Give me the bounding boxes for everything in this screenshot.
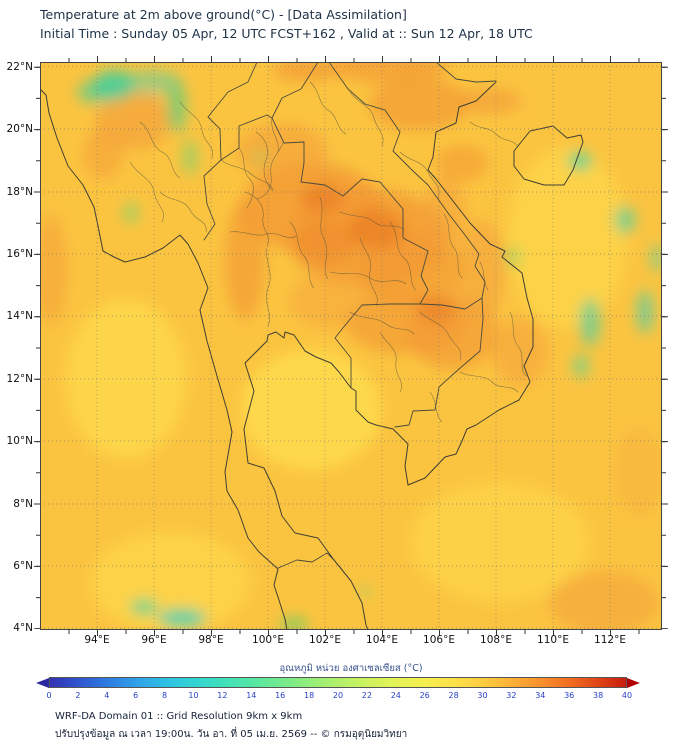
lat-tick-label: 18°N: [6, 186, 33, 198]
colorbar-tick: 12: [217, 691, 228, 700]
colorbar-tick: 36: [564, 691, 575, 700]
map-plot-area: [34, 56, 668, 636]
lat-tick-label: 12°N: [6, 373, 33, 385]
footer-update-info: ปรับปรุงข้อมูล ณ เวลา 19:00น. วัน อา. ที…: [55, 729, 408, 740]
latitude-axis: 22°N 20°N 18°N 16°N 14°N 12°N 10°N 8°N 6…: [0, 61, 36, 634]
lat-tick-label: 4°N: [13, 622, 33, 634]
longitude-axis: 94°E 96°E 98°E 100°E 102°E 104°E 106°E 1…: [40, 634, 662, 648]
colorbar-tick: 10: [188, 691, 199, 700]
colorbar-gradient: [49, 677, 627, 688]
colorbar-tick: 38: [593, 691, 604, 700]
map-frame: [40, 62, 662, 630]
lon-tick-label: 110°E: [537, 634, 569, 646]
lon-tick-label: 106°E: [423, 634, 455, 646]
page-title: Temperature at 2m above ground(°C) - [Da…: [40, 7, 407, 22]
colorbar-tick: 8: [162, 691, 168, 700]
geography-borders: [40, 62, 584, 630]
lat-tick-label: 16°N: [6, 248, 33, 260]
page-subtitle: Initial Time : Sunday 05 Apr, 12 UTC FCS…: [40, 26, 533, 41]
lat-tick-label: 8°N: [13, 498, 33, 510]
lon-tick-label: 108°E: [480, 634, 512, 646]
colorbar-tick: 16: [275, 691, 286, 700]
coastline: [40, 81, 584, 630]
colorbar-tick: 22: [361, 691, 372, 700]
lon-tick-label: 96°E: [141, 634, 167, 646]
temperature-map: [34, 56, 668, 636]
colorbar-tick: 34: [535, 691, 546, 700]
colorbar-ticks: 0 2 4 6 8 10 12 14 16 18 20 22 24 26 28 …: [46, 691, 632, 701]
lon-tick-label: 104°E: [366, 634, 398, 646]
colorbar-tick: 18: [304, 691, 315, 700]
colorbar-tick: 2: [75, 691, 81, 700]
colorbar-tick: 20: [332, 691, 344, 700]
lat-tick-label: 20°N: [6, 123, 33, 135]
colorbar-tick: 28: [448, 691, 459, 700]
axis-ticks: [34, 56, 668, 636]
footer-domain-info: WRF-DA Domain 01 :: Grid Resolution 9km …: [55, 711, 303, 722]
colorbar-tick: 26: [419, 691, 430, 700]
graticule-grid: [40, 62, 662, 630]
lat-tick-label: 22°N: [6, 61, 33, 73]
province-borders: [129, 81, 527, 423]
lat-tick-label: 14°N: [6, 310, 33, 322]
lat-tick-label: 6°N: [13, 560, 33, 572]
colorbar: [36, 677, 640, 688]
colorbar-left-arrow: [36, 677, 49, 688]
colorbar-tick: 32: [506, 691, 517, 700]
country-borders: [203, 62, 497, 569]
colorbar-label: อุณหภูมิ หน่วย องศาเซลเซียส (°C): [279, 663, 423, 674]
lon-tick-label: 94°E: [84, 634, 110, 646]
colorbar-right-arrow: [627, 677, 640, 688]
hainan-island: [513, 125, 584, 186]
temperature-field: [40, 62, 662, 630]
lon-tick-label: 100°E: [252, 634, 284, 646]
colorbar-tick: 24: [390, 691, 401, 700]
lon-tick-label: 98°E: [198, 634, 224, 646]
colorbar-tick: 6: [133, 691, 139, 700]
colorbar-tick: 14: [246, 691, 257, 700]
lon-tick-label: 102°E: [309, 634, 341, 646]
colorbar-tick: 4: [104, 691, 110, 700]
lat-tick-label: 10°N: [6, 435, 33, 447]
colorbar-tick: 40: [621, 691, 633, 700]
lon-tick-label: 112°E: [594, 634, 626, 646]
colorbar-tick: 30: [477, 691, 488, 700]
colorbar-tick: 0: [46, 691, 52, 700]
